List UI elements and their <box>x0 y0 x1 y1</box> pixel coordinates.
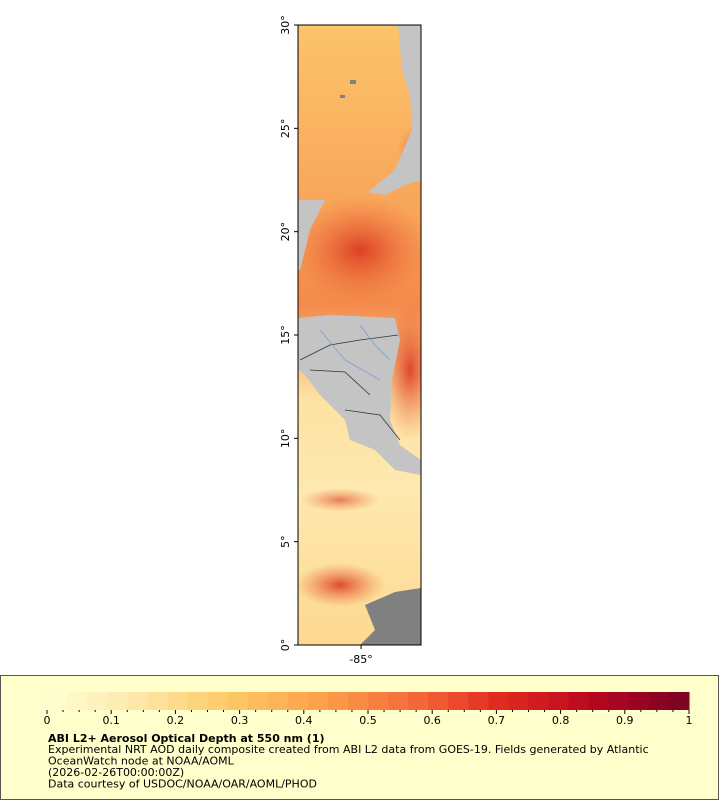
colorbar-segment <box>568 692 590 710</box>
colorbar-segment <box>608 692 630 710</box>
colorbar-segment <box>368 692 389 710</box>
lat-tick-label: 15° <box>279 325 292 345</box>
colorbar-segment <box>528 692 550 710</box>
colorbar-segment <box>488 692 509 710</box>
colorbar-segment <box>67 692 88 710</box>
legend-title: ABI L2+ Aerosol Optical Depth at 550 nm … <box>48 732 325 745</box>
colorbar-segment <box>648 692 670 710</box>
colorbar-segment <box>588 692 610 710</box>
colorbar-tick-label: 0.6 <box>423 714 441 727</box>
colorbar-segment <box>448 692 469 710</box>
colorbar-segment <box>428 692 449 710</box>
legend-line: OceanWatch node at NOAA/AOML <box>48 755 235 768</box>
colorbar-tick-label: 1 <box>686 714 693 727</box>
colorbar-segment <box>167 692 188 710</box>
colorbar-segment <box>287 692 309 710</box>
colorbar-segment <box>347 692 369 710</box>
colorbar-segment <box>127 692 148 710</box>
lat-tick-label: 25° <box>279 119 292 139</box>
colorbar-segment <box>548 692 570 710</box>
colorbar-segment <box>388 692 409 710</box>
colorbar-segment <box>628 692 650 710</box>
colorbar-segment <box>408 692 429 710</box>
lon-tick-label: -85° <box>349 653 372 666</box>
colorbar-segment <box>47 692 68 710</box>
colorbar-tick-label: 0.3 <box>231 714 249 727</box>
colorbar-tick-label: 0.1 <box>102 714 120 727</box>
colorbar-tick-label: 0.2 <box>167 714 185 727</box>
colorbar-tick-label: 0 <box>44 714 51 727</box>
colorbar-segment <box>307 692 329 710</box>
lat-tick-label: 20° <box>279 222 292 242</box>
legend-line: (2026-02-26T00:00:00Z) <box>48 766 184 779</box>
lat-tick-label: 10° <box>279 429 292 449</box>
legend-line: Data courtesy of USDOC/NOAA/OAR/AOML/PHO… <box>48 778 317 791</box>
colorbar-tick-label: 0.8 <box>552 714 570 727</box>
colorbar-tick-label: 0.7 <box>488 714 506 727</box>
map-image <box>298 25 421 645</box>
colorbar-segment <box>327 692 349 710</box>
legend-line: Experimental NRT AOD daily composite cre… <box>48 743 649 756</box>
colorbar-segment <box>227 692 249 710</box>
lat-tick-label: 5° <box>279 535 292 548</box>
colorbar-segment <box>207 692 229 710</box>
colorbar-tick-label: 0.5 <box>359 714 377 727</box>
lat-tick-label: 0° <box>279 639 292 652</box>
colorbar-segment <box>147 692 168 710</box>
colorbar-segment <box>508 692 529 710</box>
lat-tick-label: 30° <box>279 15 292 35</box>
colorbar-segment <box>668 692 690 710</box>
colorbar-segment <box>87 692 108 710</box>
colorbar-tick-label: 0.9 <box>616 714 634 727</box>
colorbar-segment <box>107 692 128 710</box>
colorbar-tick-label: 0.4 <box>295 714 313 727</box>
colorbar-segment <box>247 692 269 710</box>
colorbar-segment <box>468 692 489 710</box>
colorbar-segment <box>267 692 289 710</box>
colorbar-segment <box>187 692 208 710</box>
